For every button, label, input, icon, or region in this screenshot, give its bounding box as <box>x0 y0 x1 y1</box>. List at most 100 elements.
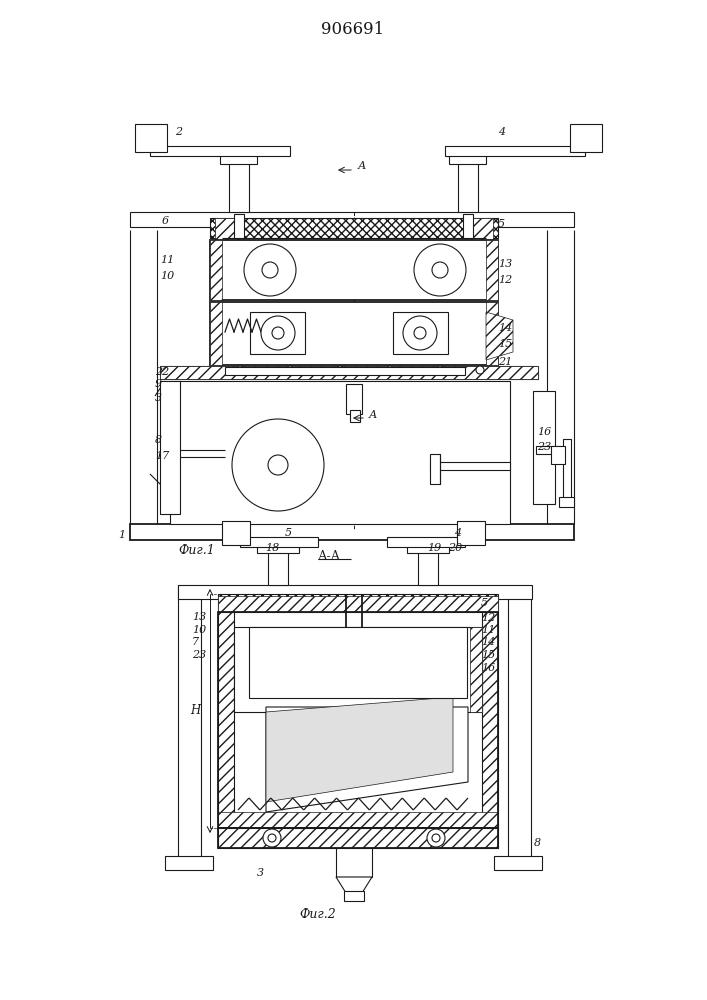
Bar <box>249 627 467 698</box>
Bar <box>240 537 318 547</box>
Circle shape <box>427 829 445 847</box>
Bar <box>250 312 305 354</box>
Circle shape <box>286 366 294 374</box>
Text: 16: 16 <box>537 427 551 437</box>
Circle shape <box>432 262 448 278</box>
Circle shape <box>268 455 288 475</box>
Text: 2: 2 <box>175 127 182 137</box>
Bar <box>135 124 167 152</box>
Circle shape <box>414 244 466 296</box>
Bar <box>160 366 538 379</box>
Bar <box>482 612 498 828</box>
Text: 5: 5 <box>481 598 488 608</box>
Text: 17: 17 <box>155 451 169 461</box>
Polygon shape <box>266 697 453 802</box>
Bar <box>407 541 449 553</box>
Bar <box>218 812 498 828</box>
Circle shape <box>232 419 324 511</box>
Text: Фиг.1: Фиг.1 <box>178 544 215 558</box>
Text: 11: 11 <box>160 255 174 265</box>
Circle shape <box>263 829 281 847</box>
Text: 4: 4 <box>454 528 461 538</box>
Bar <box>268 545 288 585</box>
Text: А: А <box>358 161 366 171</box>
Circle shape <box>414 327 426 339</box>
Bar <box>160 381 180 514</box>
Bar <box>458 157 478 212</box>
Bar <box>210 240 498 300</box>
Bar <box>234 214 244 238</box>
Bar <box>449 150 486 164</box>
Bar <box>344 891 364 901</box>
Bar <box>257 541 299 553</box>
Text: 5: 5 <box>285 528 292 538</box>
Text: 21: 21 <box>498 357 513 367</box>
Bar <box>350 410 360 422</box>
Bar <box>570 124 602 152</box>
Bar <box>393 312 448 354</box>
Bar <box>218 596 498 612</box>
Bar <box>210 240 222 300</box>
Bar <box>465 218 493 242</box>
Polygon shape <box>336 877 372 893</box>
Bar <box>210 302 498 365</box>
Bar <box>165 856 213 870</box>
Bar <box>234 627 482 712</box>
Bar <box>150 146 290 156</box>
Text: 15: 15 <box>498 339 513 349</box>
Bar <box>463 214 473 238</box>
Text: 5: 5 <box>498 219 505 229</box>
Text: 3: 3 <box>155 393 162 403</box>
Text: 8: 8 <box>534 838 541 848</box>
Text: 12: 12 <box>498 275 513 285</box>
Text: 13: 13 <box>498 259 513 269</box>
Bar <box>178 585 532 599</box>
Circle shape <box>476 366 484 374</box>
Text: 4: 4 <box>498 127 505 137</box>
Bar <box>346 384 362 414</box>
Text: 9: 9 <box>155 379 162 389</box>
Bar <box>559 497 574 507</box>
Text: 22: 22 <box>155 367 169 377</box>
Text: 14: 14 <box>498 323 513 333</box>
Bar <box>222 521 250 545</box>
Bar <box>130 212 574 227</box>
Circle shape <box>386 366 394 374</box>
Bar <box>387 537 465 547</box>
Bar <box>218 828 498 848</box>
Text: Н: Н <box>189 704 200 718</box>
Text: 8: 8 <box>155 435 162 445</box>
Bar <box>210 302 222 365</box>
Text: 23: 23 <box>537 442 551 452</box>
Bar <box>210 218 498 238</box>
Bar <box>551 446 565 464</box>
Text: 12: 12 <box>481 613 495 623</box>
Text: 20: 20 <box>448 543 462 553</box>
Circle shape <box>236 366 244 374</box>
Bar <box>536 446 562 454</box>
Circle shape <box>436 366 444 374</box>
Text: 7: 7 <box>192 637 199 647</box>
Circle shape <box>403 316 437 350</box>
Bar <box>225 367 465 375</box>
Circle shape <box>244 244 296 296</box>
Bar <box>430 454 440 484</box>
Text: 18: 18 <box>265 543 279 553</box>
Bar <box>218 594 498 612</box>
Circle shape <box>262 262 278 278</box>
Bar <box>445 146 585 156</box>
Text: 6: 6 <box>162 216 169 226</box>
Bar <box>486 302 498 365</box>
Text: А: А <box>369 410 378 420</box>
Text: 906691: 906691 <box>322 21 385 38</box>
Text: А-А: А-А <box>318 550 341 562</box>
Text: 16: 16 <box>481 663 495 673</box>
Bar <box>170 381 510 524</box>
Bar <box>130 524 574 540</box>
Circle shape <box>432 834 440 842</box>
Text: Фиг.2: Фиг.2 <box>300 908 337 922</box>
Bar <box>457 521 485 545</box>
Bar <box>486 240 498 300</box>
Bar <box>470 627 482 712</box>
Bar <box>563 439 571 504</box>
